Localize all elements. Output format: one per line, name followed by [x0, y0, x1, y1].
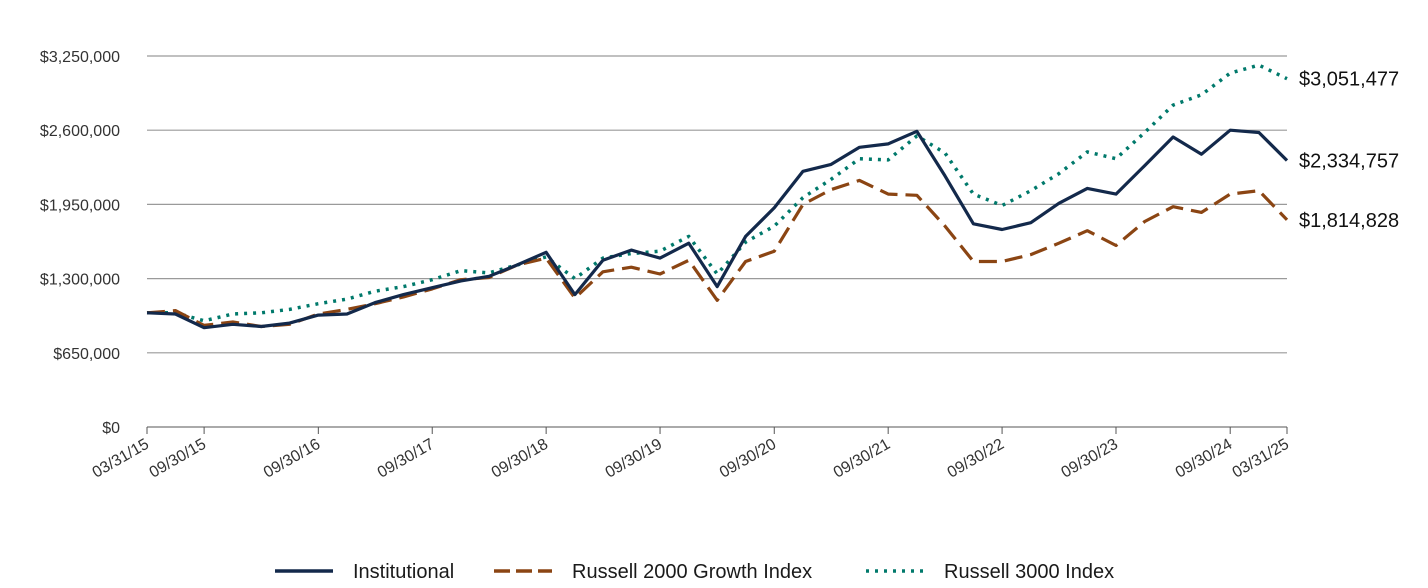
x-tick-label: 09/30/24 — [1173, 436, 1236, 482]
x-tick-label: 09/30/15 — [147, 436, 210, 482]
series-lines — [146, 63, 1289, 330]
series-line-russell-2000-growth-index — [146, 178, 1289, 329]
x-tick-label: 09/30/23 — [1059, 436, 1122, 482]
x-tick-label: 03/31/15 — [90, 436, 153, 482]
y-tick-label: $1,300,000 — [40, 272, 120, 289]
x-tick-label: 09/30/22 — [945, 436, 1008, 482]
legend-label: Russell 3000 Index — [944, 561, 1114, 583]
y-tick-label: $2,600,000 — [40, 123, 120, 140]
y-tick-label: $650,000 — [53, 346, 120, 363]
end-value-label: $1,814,828 — [1299, 210, 1399, 232]
legend-label: Russell 2000 Growth Index — [572, 561, 812, 583]
y-tick-label: $1,950,000 — [40, 197, 120, 214]
x-tick-label: 03/31/25 — [1230, 436, 1293, 482]
legend-label: Institutional — [353, 561, 454, 583]
y-tick-label: $0 — [102, 420, 120, 437]
y-axis-ticks: $0 $650,000 $1,300,000 $1,950,000 $2,600,000… — [40, 49, 120, 437]
x-tick-label: 09/30/18 — [489, 436, 552, 482]
end-value-label: $3,051,477 — [1299, 69, 1399, 91]
x-tick-label: 09/30/20 — [717, 436, 780, 482]
end-value-label: $2,334,757 — [1299, 150, 1399, 172]
series-line-russell-3000-index — [147, 63, 1288, 323]
gridlines — [147, 55, 1287, 354]
end-value-labels: $2,334,757 $1,814,828 $3,051,477 — [1299, 69, 1399, 232]
x-tick-label: 09/30/16 — [261, 436, 324, 482]
x-tick-label: 09/30/17 — [375, 436, 438, 482]
x-tick-label: 09/30/19 — [603, 436, 666, 482]
series-line-institutional — [146, 128, 1289, 330]
x-tick-label: 09/30/21 — [831, 436, 894, 482]
y-tick-label: $3,250,000 — [40, 49, 120, 66]
legend: Institutional Russell 2000 Growth Index Ru… — [275, 561, 1114, 583]
